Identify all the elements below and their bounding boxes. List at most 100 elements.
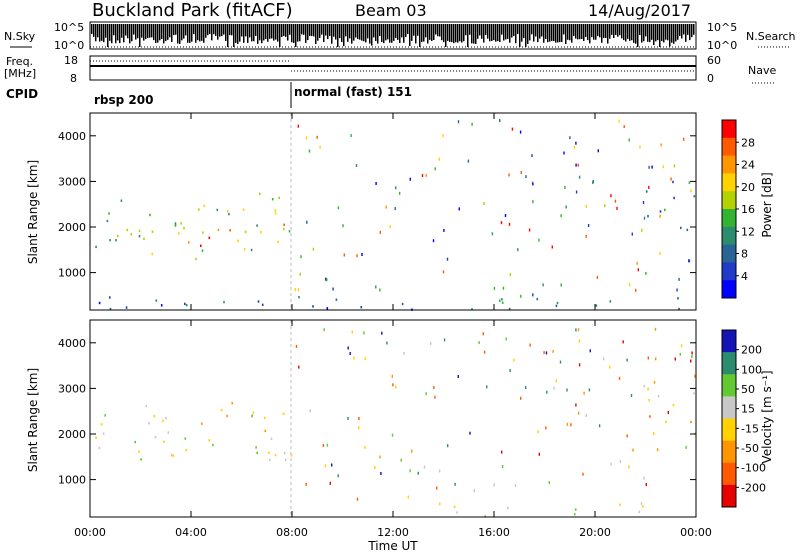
nsky-bar (173, 24, 175, 36)
nsky-tick-bottom: 10^0 (54, 39, 84, 52)
y-tick-label: 2000 (58, 221, 86, 234)
nsky-bar (465, 24, 467, 36)
nsky-bar (207, 24, 209, 36)
nsky-bar (623, 24, 625, 41)
nsky-bar (311, 24, 313, 37)
heatmap-cell (138, 450, 140, 453)
heatmap-cell (648, 165, 650, 169)
heatmap-cell (434, 395, 436, 399)
heatmap-cell (592, 181, 594, 185)
heatmap-cell (337, 474, 339, 478)
nsky-bar (315, 24, 317, 44)
heatmap-cell (386, 341, 388, 345)
nsky-bar (261, 24, 263, 44)
heatmap-cell (622, 340, 624, 344)
heatmap-cell (483, 350, 486, 354)
heatmap-cell (149, 213, 151, 217)
heatmap-cell (324, 464, 327, 468)
heatmap-cell (660, 143, 662, 147)
heatmap-cell (442, 134, 444, 138)
nsky-bar (571, 24, 573, 43)
nsky-strip (89, 21, 697, 50)
nsky-bar (477, 24, 479, 39)
heatmap-cell (375, 285, 377, 289)
nsky-bar (367, 24, 369, 39)
heatmap-cell (639, 145, 641, 149)
heatmap-cell (628, 283, 631, 287)
heatmap-cell (443, 338, 446, 342)
nsky-bar (273, 24, 275, 41)
nsky-bar (473, 24, 475, 44)
colorbar-tick-label: 100 (741, 363, 762, 376)
heatmap-cell (277, 240, 279, 243)
heatmap-cell (648, 399, 650, 402)
heatmap-cell (564, 185, 566, 189)
heatmap-cell (355, 164, 358, 167)
heatmap-cell (648, 185, 650, 189)
heatmap-cell (104, 414, 106, 417)
nsky-bar (485, 24, 487, 35)
nsky-bar (177, 24, 179, 44)
station-title: Buckland Park (fitACF) (92, 0, 293, 21)
nsky-bar (435, 24, 437, 35)
nsky-bar (171, 24, 173, 42)
nsky-bar (363, 24, 365, 42)
heatmap-cell (436, 486, 438, 490)
nsky-bar (147, 24, 149, 39)
heatmap-cell (507, 506, 509, 510)
nsky-bar (195, 24, 197, 43)
heatmap-cell (399, 191, 401, 195)
nsky-bar (605, 24, 607, 38)
colorbar-swatch (722, 173, 736, 192)
nsky-bar (655, 24, 657, 42)
heatmap-cell (642, 201, 645, 204)
heatmap-cell (543, 351, 545, 355)
nsky-bar (275, 24, 277, 40)
nsky-bar (267, 24, 269, 42)
velocity-y-ticks: 1000 2000 3000 4000 (58, 337, 696, 487)
nsky-bar (523, 24, 525, 39)
heatmap-cell (364, 445, 366, 449)
colorbar-swatch (722, 244, 736, 263)
heatmap-cell (180, 222, 182, 225)
heatmap-cell (337, 206, 340, 210)
heatmap-cell (170, 453, 173, 457)
nsky-bar (161, 24, 163, 40)
heatmap-cell (520, 396, 522, 400)
heatmap-cell (457, 375, 459, 378)
heatmap-cell (501, 301, 504, 304)
nsky-bar (449, 24, 451, 42)
heatmap-cell (545, 426, 547, 430)
nsky-bar (467, 24, 469, 47)
heatmap-cell (351, 330, 353, 334)
heatmap-cell (255, 446, 257, 449)
heatmap-cell (297, 288, 300, 292)
nsky-bar (391, 24, 393, 43)
nsky-bar (229, 24, 231, 36)
heatmap-cell (566, 388, 568, 392)
heatmap-cell (261, 303, 264, 306)
heatmap-cell (555, 304, 558, 308)
y-tick-label: 3000 (58, 382, 86, 395)
heatmap-cell (630, 394, 633, 397)
colorbar-swatch (722, 440, 736, 464)
power-colorbar: 28 24 20 16 12 8 4 (721, 119, 755, 299)
nsky-bar (289, 24, 291, 35)
nsky-bar (675, 24, 677, 42)
nsky-bar (359, 24, 361, 40)
heatmap-cell (160, 304, 163, 307)
nsky-bar (589, 24, 591, 44)
nsky-bar (631, 24, 633, 41)
nsky-bar (123, 24, 125, 43)
nsky-bar (527, 24, 529, 44)
heatmap-cell (690, 420, 692, 424)
heatmap-cell (184, 302, 186, 306)
y-tick-label: 2000 (58, 428, 86, 441)
heatmap-cell (375, 182, 377, 185)
colorbar-tick-label: -100 (741, 462, 766, 475)
heatmap-cell (680, 344, 683, 348)
heatmap-cell (509, 369, 511, 373)
heatmap-cell (531, 154, 533, 158)
heatmap-cell (667, 411, 669, 414)
heatmap-cell (326, 278, 328, 282)
